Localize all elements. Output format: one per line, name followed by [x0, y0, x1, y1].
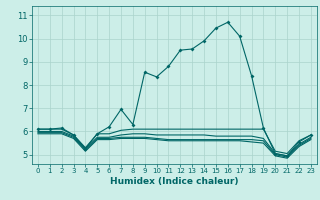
X-axis label: Humidex (Indice chaleur): Humidex (Indice chaleur)	[110, 177, 239, 186]
